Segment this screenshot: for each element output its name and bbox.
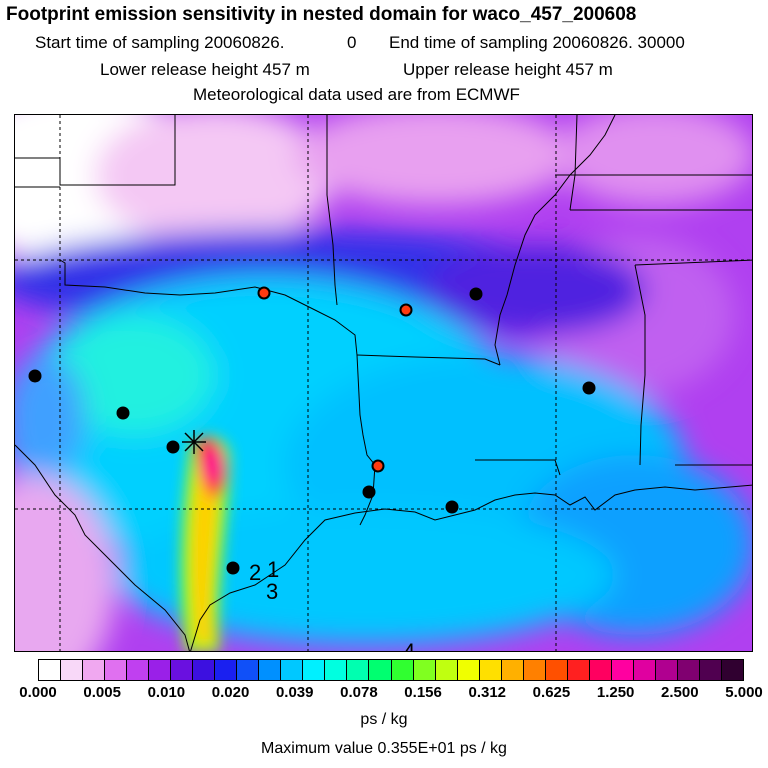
release-point (182, 430, 206, 454)
end-time-label: End time of sampling 20060826. 30000 (389, 33, 685, 52)
lower-release-height: Lower release height 457 m (100, 60, 310, 79)
station-label: 3 (266, 579, 278, 604)
figure-title: Footprint emission sensitivity in nested… (6, 4, 637, 25)
station-labels: 2 1 3 4 (249, 557, 415, 652)
colorbar-segment (83, 660, 106, 680)
colorbar-tick-label: 1.250 (596, 684, 635, 701)
colorbar-segment (633, 660, 656, 680)
plume (180, 436, 230, 651)
colorbar-tick-label: 0.005 (83, 684, 121, 701)
colorbar-segment (303, 660, 326, 680)
colorbar-tick-label: 0.020 (211, 684, 250, 701)
colorbar-segment (677, 660, 700, 680)
colorbar-tick-label: 0.010 (147, 684, 186, 701)
colorbar-segment (61, 660, 84, 680)
colorbar-segment (721, 660, 743, 680)
upper-release-height: Upper release height 457 m (403, 60, 613, 79)
colorbar-segment (523, 660, 546, 680)
colorbar-segment (105, 660, 128, 680)
colorbar-segment (391, 660, 414, 680)
colorbar-tick-label: 0.156 (404, 684, 442, 701)
colorbar-segment (457, 660, 480, 680)
colorbar-segment (237, 660, 260, 680)
colorbar-tick-label: 5.000 (725, 684, 763, 701)
colorbar-tick-label: 0.625 (532, 684, 571, 701)
colorbar-segment (369, 660, 392, 680)
colorbar-segment (325, 660, 348, 680)
stations-black (28, 287, 596, 575)
start-time-value: 0 (347, 33, 357, 52)
start-time-label: Start time of sampling 20060826. (35, 33, 285, 52)
colorbar-tick-label: 0.078 (340, 684, 378, 701)
colorbar-segment (215, 660, 238, 680)
colorbar-segment (259, 660, 282, 680)
colorbar-segment (193, 660, 216, 680)
colorbar-segment (127, 660, 150, 680)
colorbar (38, 659, 744, 681)
colorbar-segment (567, 660, 590, 680)
colorbar-unit: ps / kg (360, 711, 408, 728)
colorbar-segment (479, 660, 502, 680)
colorbar-tick-label: 2.500 (661, 684, 699, 701)
colorbar-segment (589, 660, 612, 680)
colorbar-segment (347, 660, 370, 680)
political-boundaries (15, 115, 752, 651)
colorbar-segment (171, 660, 194, 680)
colorbar-segment (149, 660, 172, 680)
colorbar-segment (545, 660, 568, 680)
sensitivity-map: 2 1 3 4 (14, 114, 753, 652)
colorbar-segment (611, 660, 634, 680)
maximum-value: Maximum value 0.355E+01 ps / kg (261, 740, 507, 757)
colorbar-segment (39, 660, 62, 680)
colorbar-segment (413, 660, 436, 680)
colorbar-tick-label: 0.312 (468, 684, 507, 701)
colorbar-segment (699, 660, 722, 680)
sensitivity-field (15, 115, 752, 651)
station-label: 4 (403, 639, 415, 652)
colorbar-segment (655, 660, 678, 680)
colorbar-segment (281, 660, 304, 680)
colorbar-segment (501, 660, 524, 680)
colorbar-tick-label: 0.039 (275, 684, 314, 701)
met-data-label: Meteorological data used are from ECMWF (193, 85, 520, 104)
stations-red (257, 286, 413, 473)
station-label: 1 (267, 557, 279, 582)
colorbar-segment (435, 660, 458, 680)
colorbar-tick-label: 0.000 (19, 684, 57, 701)
station-label: 2 (249, 560, 261, 585)
